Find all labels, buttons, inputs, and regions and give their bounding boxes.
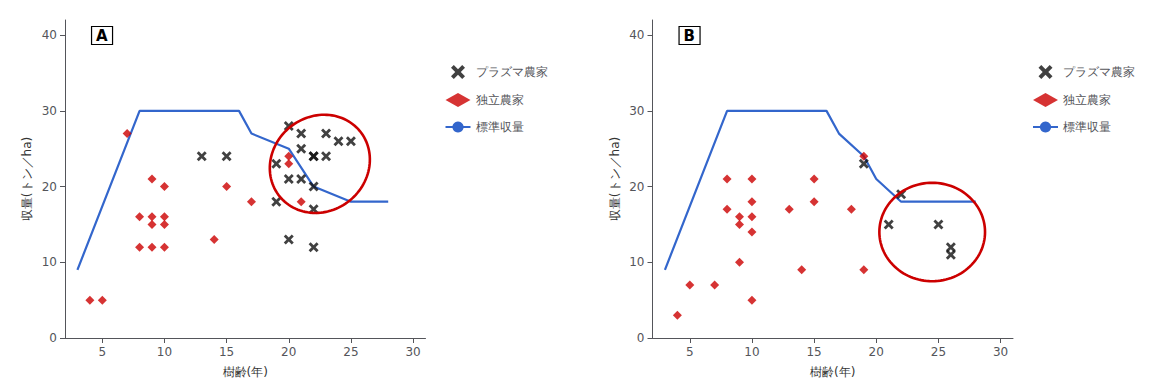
svg-text:10: 10: [629, 255, 644, 269]
svg-text:25: 25: [343, 345, 358, 359]
svg-text:プラズマ農家: プラズマ農家: [1063, 65, 1135, 79]
svg-text:20: 20: [42, 180, 57, 194]
svg-text:30: 30: [629, 104, 644, 118]
svg-text:10: 10: [157, 345, 172, 359]
svg-text:独立農家: 独立農家: [476, 93, 524, 107]
svg-text:40: 40: [629, 28, 644, 42]
svg-text:15: 15: [806, 345, 821, 359]
svg-text:25: 25: [931, 345, 946, 359]
svg-text:30: 30: [993, 345, 1008, 359]
svg-text:20: 20: [629, 180, 644, 194]
svg-text:0: 0: [637, 331, 645, 345]
svg-text:独立農家: 独立農家: [1063, 93, 1111, 107]
svg-text:標準収量: 標準収量: [1063, 120, 1111, 134]
svg-text:40: 40: [42, 28, 57, 42]
svg-text:10: 10: [42, 255, 57, 269]
svg-text:30: 30: [405, 345, 420, 359]
svg-text:標準収量: 標準収量: [476, 120, 524, 134]
svg-text:30: 30: [42, 104, 57, 118]
svg-text:A: A: [96, 27, 108, 45]
svg-text:樹齢(年): 樹齢(年): [223, 365, 268, 379]
svg-text:プラズマ農家: プラズマ農家: [476, 65, 548, 79]
svg-text:10: 10: [744, 345, 759, 359]
svg-text:収量(トン／ha): 収量(トン／ha): [20, 137, 34, 221]
svg-text:5: 5: [686, 345, 694, 359]
svg-text:樹齢(年): 樹齢(年): [810, 365, 855, 379]
svg-text:20: 20: [869, 345, 884, 359]
svg-text:0: 0: [49, 331, 57, 345]
svg-text:20: 20: [281, 345, 296, 359]
svg-text:B: B: [684, 27, 695, 45]
svg-text:収量(トン／ha): 収量(トン／ha): [608, 137, 622, 221]
svg-text:5: 5: [98, 345, 106, 359]
svg-text:15: 15: [219, 345, 234, 359]
